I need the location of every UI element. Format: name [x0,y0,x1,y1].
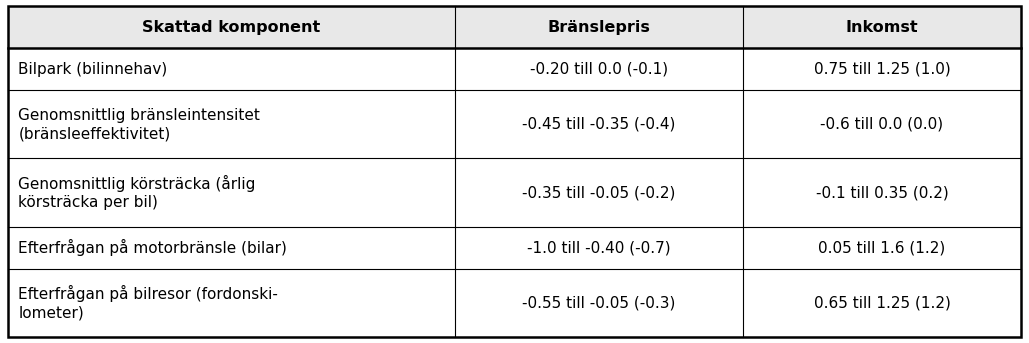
Bar [455,269,743,337]
Bar [8,90,455,158]
Bar [743,269,1021,337]
Bar [8,269,455,337]
Text: -0.20 till 0.0 (-0.1): -0.20 till 0.0 (-0.1) [530,62,668,77]
Text: 0.65 till 1.25 (1.2): 0.65 till 1.25 (1.2) [814,295,951,310]
Bar [743,227,1021,269]
Text: -0.35 till -0.05 (-0.2): -0.35 till -0.05 (-0.2) [523,185,676,200]
Bar [743,158,1021,227]
Text: Genomsnittlig bränsleintensitet
(bränsleeffektivitet): Genomsnittlig bränsleintensitet (bränsle… [19,108,260,141]
Bar [743,90,1021,158]
Bar [455,227,743,269]
Text: Bilpark (bilinnehav): Bilpark (bilinnehav) [19,62,168,77]
Text: 0.05 till 1.6 (1.2): 0.05 till 1.6 (1.2) [818,240,946,255]
Text: Inkomst: Inkomst [846,20,918,35]
Text: Bränslepris: Bränslepris [547,20,650,35]
Text: -0.45 till -0.35 (-0.4): -0.45 till -0.35 (-0.4) [523,117,676,132]
Bar [455,6,743,48]
Bar [8,158,455,227]
Text: -0.1 till 0.35 (0.2): -0.1 till 0.35 (0.2) [816,185,949,200]
Text: Efterfrågan på motorbränsle (bilar): Efterfrågan på motorbränsle (bilar) [19,239,287,256]
Bar [8,6,455,48]
Text: 0.75 till 1.25 (1.0): 0.75 till 1.25 (1.0) [814,62,951,77]
Bar [8,227,455,269]
Bar [743,48,1021,90]
Bar [455,158,743,227]
Bar [455,48,743,90]
Text: -0.55 till -0.05 (-0.3): -0.55 till -0.05 (-0.3) [523,295,676,310]
Bar [743,6,1021,48]
Bar [455,90,743,158]
Text: -1.0 till -0.40 (-0.7): -1.0 till -0.40 (-0.7) [527,240,671,255]
Text: Efterfrågan på bilresor (fordonski-
lometer): Efterfrågan på bilresor (fordonski- lome… [19,285,278,321]
Text: -0.6 till 0.0 (0.0): -0.6 till 0.0 (0.0) [820,117,944,132]
Bar [8,48,455,90]
Text: Genomsnittlig körsträcka (årlig
körsträcka per bil): Genomsnittlig körsträcka (årlig körsträc… [19,175,255,210]
Text: Skattad komponent: Skattad komponent [142,20,321,35]
